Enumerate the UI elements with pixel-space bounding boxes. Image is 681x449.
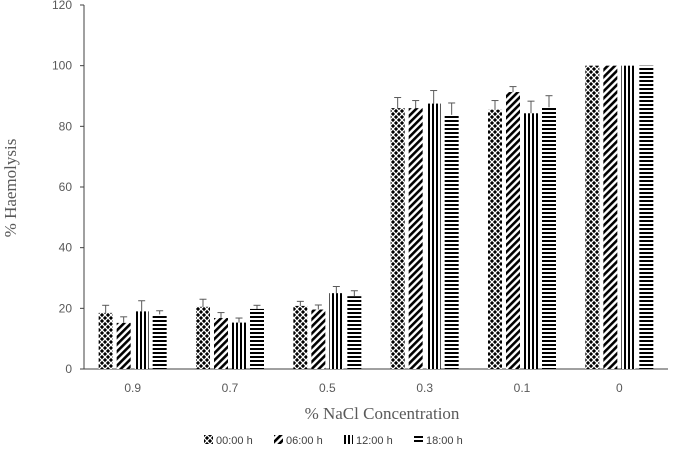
bar — [585, 65, 600, 370]
x-tick-label: 0.9 — [124, 381, 141, 395]
bar — [250, 308, 264, 369]
bar — [639, 65, 654, 370]
y-tick-label: 20 — [59, 301, 73, 315]
bar — [152, 314, 167, 369]
bar — [524, 113, 538, 369]
y-axis-title: % Haemolysis — [1, 139, 20, 238]
legend-label: 18:00 h — [426, 435, 463, 447]
x-axis-title: % NaCl Concentration — [305, 404, 460, 423]
legend-label: 12:00 h — [356, 435, 393, 447]
y-axis-ticks: 0 20 40 60 80 100 120 — [52, 0, 84, 376]
x-tick-label: 0.5 — [319, 381, 336, 395]
bar — [214, 318, 228, 369]
y-tick-label: 60 — [59, 180, 73, 194]
y-tick-label: 120 — [52, 0, 72, 12]
bar — [329, 293, 344, 369]
bar — [390, 108, 405, 369]
bar — [621, 65, 636, 370]
bar — [116, 322, 131, 369]
bar — [311, 309, 326, 369]
y-tick-label: 0 — [65, 362, 72, 376]
bar — [98, 312, 113, 369]
bar — [293, 305, 308, 369]
bar — [426, 103, 441, 369]
y-tick-label: 40 — [59, 241, 73, 255]
x-tick-label: 0 — [616, 381, 623, 395]
bar — [488, 109, 502, 370]
x-tick-label: 0.7 — [222, 381, 239, 395]
bar — [196, 306, 210, 369]
legend-label: 06:00 h — [286, 435, 323, 447]
bar — [444, 114, 459, 369]
bar — [232, 322, 246, 369]
y-tick-label: 100 — [52, 59, 72, 73]
x-tick-label: 0.1 — [514, 381, 531, 395]
bar — [506, 92, 520, 369]
y-tick-label: 80 — [59, 119, 73, 133]
bar — [542, 107, 556, 370]
legend-swatch — [204, 435, 213, 444]
legend-label: 00:00 h — [216, 435, 253, 447]
legend-swatch — [274, 435, 283, 444]
x-axis-ticks: 0.9 0.7 0.5 0.3 0.1 0 — [124, 381, 623, 395]
bar — [408, 108, 423, 369]
bar-area — [98, 65, 654, 370]
bar — [347, 296, 362, 369]
legend: 00:00 h 06:00 h 12:00 h 18:00 h — [204, 435, 463, 447]
legend-swatch — [344, 435, 353, 444]
legend-swatch — [414, 435, 423, 444]
bar — [134, 311, 149, 369]
bar — [603, 65, 618, 370]
x-tick-label: 0.3 — [416, 381, 433, 395]
